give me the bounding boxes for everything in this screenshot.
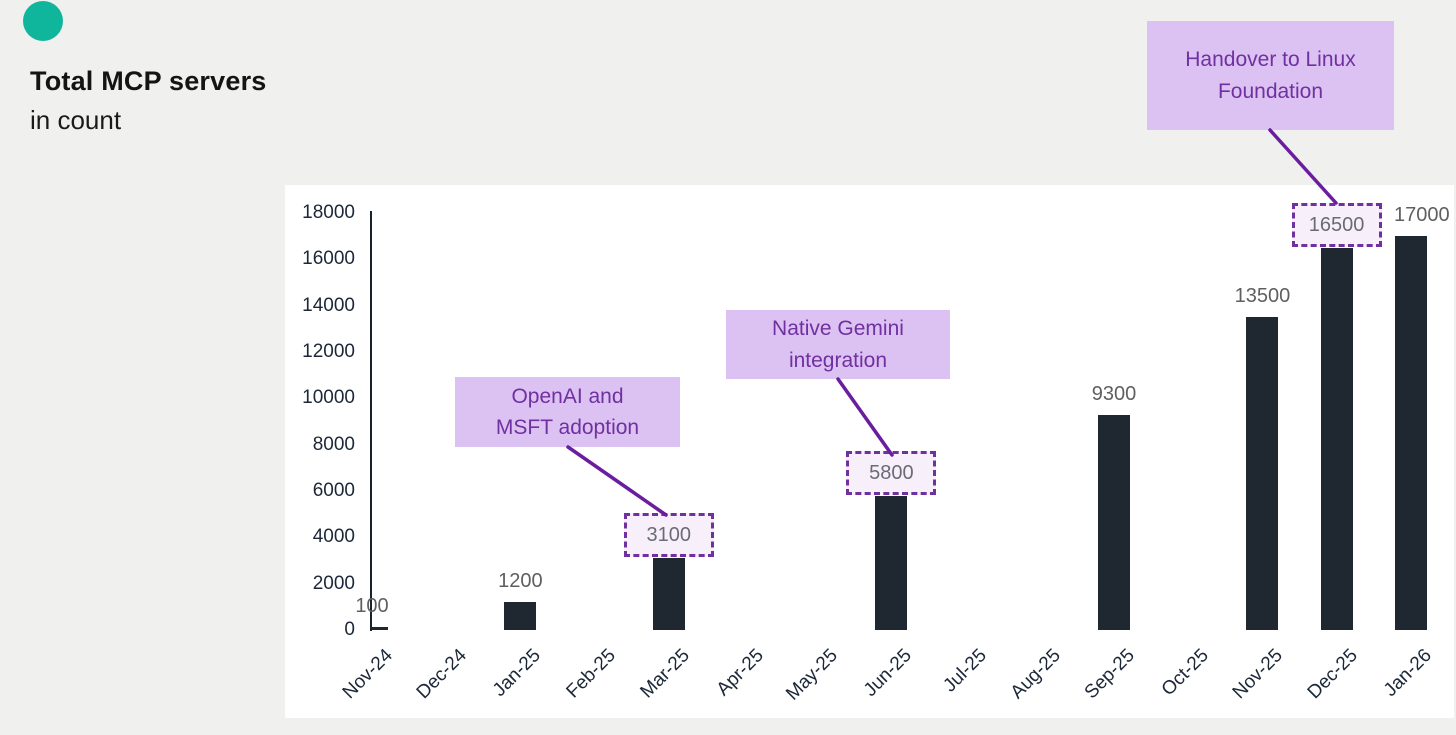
accent-dot-icon bbox=[23, 1, 63, 41]
page-subtitle: in count bbox=[30, 105, 122, 135]
y-tick-label: 18000 bbox=[302, 202, 355, 223]
page-title: Total MCP servers bbox=[30, 66, 267, 96]
annotation-text-line: Handover to Linux bbox=[1185, 48, 1356, 71]
bar bbox=[372, 627, 388, 630]
bar bbox=[1320, 248, 1353, 630]
y-tick-label: 2000 bbox=[312, 572, 355, 594]
x-tick-label: Oct-25 bbox=[1157, 645, 1214, 701]
x-tick-label: Dec-25 bbox=[1303, 645, 1362, 704]
annotation-text-line: MSFT adoption bbox=[495, 416, 640, 439]
bar bbox=[1246, 317, 1279, 630]
y-tick-label: 8000 bbox=[312, 433, 355, 455]
x-tick-label: Sep-25 bbox=[1080, 645, 1139, 704]
annotation-text-line: Native Gemini bbox=[772, 317, 904, 340]
bar-value-label: 100 bbox=[355, 595, 389, 617]
x-tick-label: Mar-25 bbox=[636, 645, 694, 703]
x-tick-label: Feb-25 bbox=[562, 645, 620, 703]
y-tick-label: 12000 bbox=[302, 341, 355, 362]
y-tick-label: 0 bbox=[344, 619, 355, 640]
annotation-text-line: integration bbox=[788, 348, 888, 372]
y-tick-label: 4000 bbox=[312, 526, 355, 548]
x-tick-label: Apr-25 bbox=[712, 645, 768, 701]
bar-value-label: 1200 bbox=[498, 570, 543, 592]
x-tick-label: May-25 bbox=[782, 645, 843, 705]
x-tick-label: Aug-25 bbox=[1006, 645, 1065, 704]
y-tick-label: 16000 bbox=[302, 248, 355, 270]
x-tick-label: Nov-24 bbox=[338, 645, 397, 704]
y-axis-line bbox=[370, 211, 372, 631]
value-callout-box: 16500 bbox=[1291, 203, 1382, 247]
bar bbox=[652, 558, 685, 630]
annotation-box: OpenAI and MSFT adoption bbox=[455, 377, 680, 447]
value-callout-box: 5800 bbox=[846, 451, 937, 495]
bar bbox=[1098, 415, 1130, 630]
value-callout-box: 3100 bbox=[623, 513, 714, 557]
x-tick-label: Jan-26 bbox=[1379, 645, 1436, 701]
annotation-box: Native Gemini integration bbox=[726, 310, 950, 379]
bar bbox=[1394, 236, 1427, 630]
bar bbox=[504, 602, 537, 630]
y-tick-label: 6000 bbox=[312, 480, 355, 501]
x-tick-label: Dec-24 bbox=[412, 645, 472, 704]
x-tick-label: Jan-25 bbox=[489, 645, 546, 701]
annotation-text-line: Foundation bbox=[1217, 79, 1324, 103]
bar-value-label: 17000 bbox=[1393, 204, 1450, 226]
x-tick-label: Nov-25 bbox=[1229, 645, 1288, 704]
x-tick-label: Jun-25 bbox=[860, 645, 917, 701]
annotation-text-line: OpenAI and bbox=[511, 384, 624, 408]
bar bbox=[875, 496, 908, 630]
bar-value-label: 13500 bbox=[1234, 285, 1291, 307]
x-tick-label: Jul-25 bbox=[939, 645, 991, 697]
bar-value-label: 9300 bbox=[1091, 383, 1137, 405]
annotation-box: Handover to Linux Foundation bbox=[1147, 21, 1394, 130]
y-tick-label: 10000 bbox=[302, 387, 355, 409]
y-tick-label: 14000 bbox=[302, 294, 355, 316]
